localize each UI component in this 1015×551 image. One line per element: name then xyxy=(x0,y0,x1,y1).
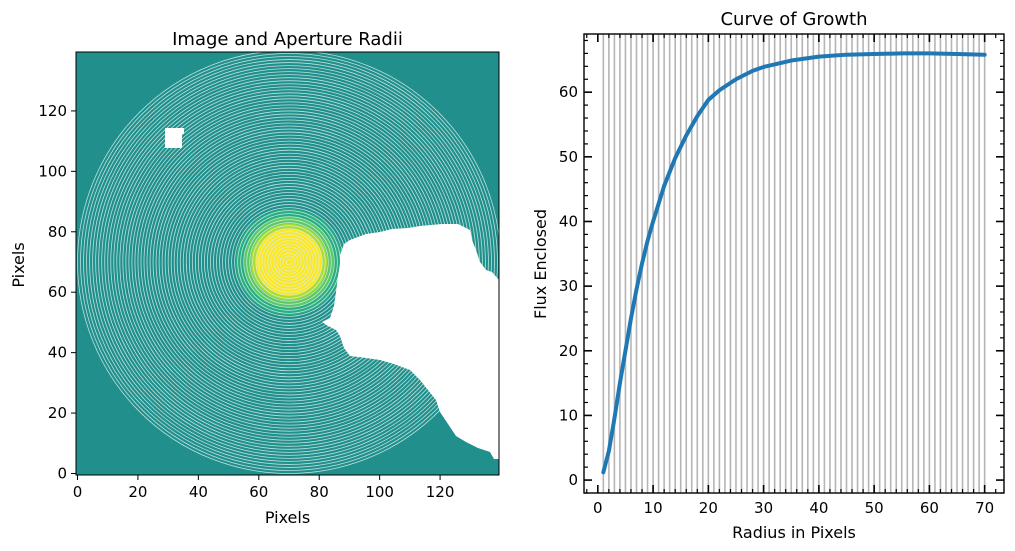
growth-y-tick-label: 30 xyxy=(559,277,578,295)
growth-x-label: Radius in Pixels xyxy=(732,523,856,542)
image-y-tick-label: 60 xyxy=(48,283,67,301)
aperture-ring xyxy=(249,222,329,302)
aperture-ring xyxy=(95,68,483,456)
image-x-ticks: 0 20 40 60 80 100 120 xyxy=(73,475,455,501)
image-y-tick-label: 0 xyxy=(57,464,67,482)
growth-x-tick-label: 60 xyxy=(920,499,939,517)
growth-ticks: 0 10 20 30 40 50 60 70 0 10 20 30 40 50 60 xyxy=(559,34,1004,517)
masked-region-small xyxy=(165,128,182,148)
growth-y-tick-label: 40 xyxy=(559,212,578,230)
aperture-ring xyxy=(246,219,332,305)
growth-x-tick-label: 10 xyxy=(644,499,663,517)
image-y-ticks: 0 20 40 60 80 100 120 xyxy=(38,102,76,482)
image-y-tick-label: 100 xyxy=(38,162,67,180)
aperture-ring xyxy=(86,59,492,465)
image-x-tick-label: 100 xyxy=(365,483,394,501)
growth-panel-title: Curve of Growth xyxy=(720,9,867,30)
image-panel: Image and Aperture Radii 0 20 40 60 80 100 120… xyxy=(9,29,500,527)
aperture-ring xyxy=(83,56,495,468)
growth-x-tick-label: 40 xyxy=(809,499,828,517)
aperture-ring xyxy=(273,246,305,278)
image-x-tick-label: 40 xyxy=(189,483,208,501)
growth-panel: Curve of Growth 0 10 20 30 40 50 60 70 0 10 20 30 40… xyxy=(531,9,1005,542)
image-panel-title: Image and Aperture Radii xyxy=(172,29,403,50)
image-axes-frame xyxy=(75,51,500,476)
aperture-ring xyxy=(264,237,314,287)
aperture-ring xyxy=(285,258,293,266)
growth-x-tick-label: 20 xyxy=(699,499,718,517)
image-plot-area xyxy=(76,52,499,475)
growth-x-tick-label: 30 xyxy=(754,499,773,517)
aperture-ring xyxy=(89,62,489,462)
growth-y-tick-label: 10 xyxy=(559,406,578,424)
growth-y-tick-label: 60 xyxy=(559,83,578,101)
growth-x-tick-label: 0 xyxy=(593,499,603,517)
image-y-tick-label: 20 xyxy=(48,404,67,422)
aperture-ring xyxy=(261,234,317,290)
growth-plot-area xyxy=(601,34,987,493)
image-x-tick-label: 0 xyxy=(73,483,83,501)
image-x-tick-label: 80 xyxy=(310,483,329,501)
image-y-tick-label: 80 xyxy=(48,223,67,241)
growth-y-tick-label: 50 xyxy=(559,148,578,166)
growth-y-label: Flux Enclosed xyxy=(531,209,550,319)
aperture-ring xyxy=(282,255,296,269)
aperture-ring xyxy=(276,249,302,275)
growth-y-tick-label: 20 xyxy=(559,342,578,360)
aperture-ring xyxy=(258,231,320,293)
image-x-tick-label: 120 xyxy=(426,483,455,501)
aperture-ring xyxy=(255,228,323,296)
aperture-ring xyxy=(270,243,308,281)
masked-region-large xyxy=(322,224,499,459)
masked-regions xyxy=(165,128,499,459)
aperture-ring xyxy=(80,53,498,471)
growth-x-tick-label: 50 xyxy=(865,499,884,517)
source-level-4 xyxy=(255,228,323,296)
image-x-tick-label: 60 xyxy=(249,483,268,501)
growth-x-tick-label: 70 xyxy=(975,499,994,517)
aperture-ring xyxy=(77,52,499,474)
image-y-tick-label: 120 xyxy=(38,102,67,120)
growth-axes-frame xyxy=(583,33,1005,494)
radius-vlines xyxy=(602,34,986,493)
aperture-ring xyxy=(279,252,299,272)
aperture-ring xyxy=(240,213,338,311)
source-blob xyxy=(235,208,343,316)
aperture-ring xyxy=(267,240,311,284)
growth-series-line xyxy=(601,51,987,475)
aperture-ring xyxy=(252,225,326,299)
image-x-label: Pixels xyxy=(265,508,310,527)
aperture-ring xyxy=(243,216,335,308)
aperture-ring xyxy=(92,65,486,459)
image-y-tick-label: 40 xyxy=(48,344,67,362)
image-y-label: Pixels xyxy=(9,242,28,287)
growth-series xyxy=(601,51,987,475)
growth-y-tick-label: 0 xyxy=(568,471,578,489)
masked-region-small-notch xyxy=(180,128,184,134)
image-x-tick-label: 20 xyxy=(128,483,147,501)
